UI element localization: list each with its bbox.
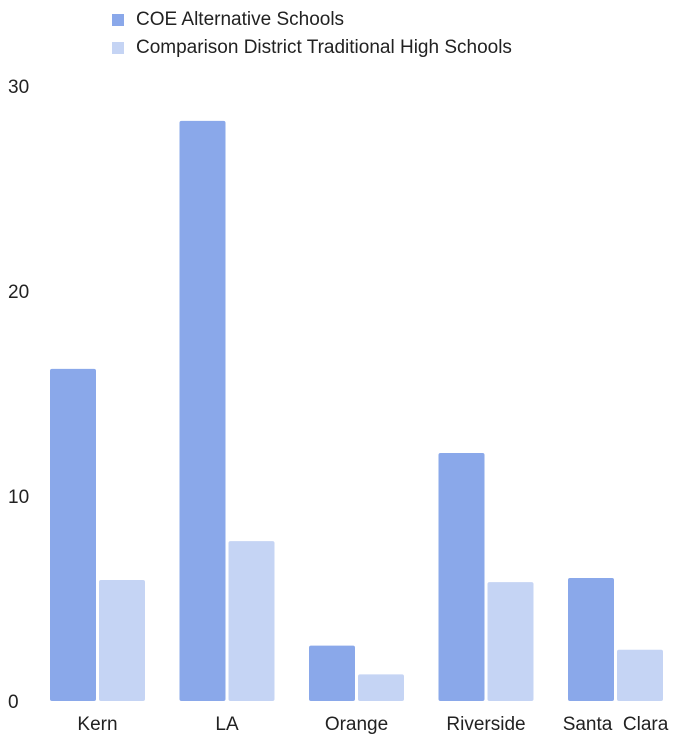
y-tick-label: 0 [8,692,19,713]
legend-item-series-2: Comparison District Traditional High Sch… [112,34,512,62]
y-tick-label: 30 [8,77,29,98]
bar-series-2-riverside [487,582,534,701]
x-category-label: Kern [77,714,117,735]
bar-series-2-la [228,541,275,701]
bar-series-1-riverside [438,452,485,701]
bar-series-2-santa-clara [617,649,663,701]
bar-series-1-la [179,120,226,702]
x-category-label: LA [215,714,239,735]
legend-label-series-2: Comparison District Traditional High Sch… [136,37,512,58]
bar-series-1-orange [309,645,355,701]
bar-series-1-santa-clara [568,578,614,701]
legend-label-series-1: COE Alternative Schools [136,9,345,30]
x-category-label: Orange [325,714,388,735]
y-tick-label: 20 [8,282,29,303]
bar-series-2-kern [99,580,145,701]
bar-series-2-orange [358,674,404,701]
x-category-label: Riverside [446,714,525,735]
x-category-label: Santa Clara [563,714,669,735]
legend-item-series-1: COE Alternative Schools [112,6,512,34]
y-tick-label: 10 [8,487,29,508]
bar-series-1-kern [50,368,96,701]
legend-swatch-series-1 [112,14,124,26]
chart-legend: COE Alternative Schools Comparison Distr… [112,6,512,62]
legend-swatch-series-2 [112,42,124,54]
